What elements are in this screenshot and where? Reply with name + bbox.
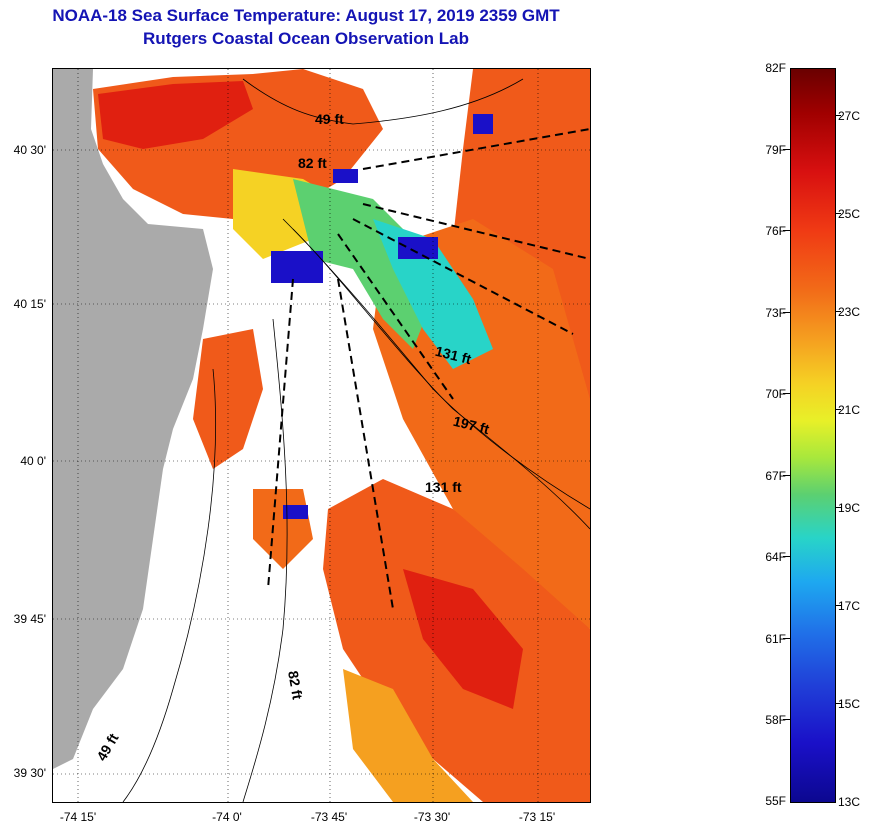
colorbar-f-label: 64F	[765, 550, 786, 564]
colorbar-f-label: 67F	[765, 469, 786, 483]
graticule	[53, 69, 590, 802]
colorbar-c-label: 19C	[838, 501, 861, 515]
depth-label: 82 ft	[298, 155, 327, 171]
colorbar-c-label: 21C	[838, 403, 861, 417]
depth-label: 131 ft	[425, 479, 462, 495]
land-mass	[53, 69, 213, 769]
lon-label: -73 15'	[518, 810, 556, 824]
map-title: NOAA-18 Sea Surface Temperature: August …	[52, 6, 560, 25]
cold-spot	[283, 505, 308, 519]
sst-north-red	[98, 81, 253, 149]
lat-label: 39 45'	[13, 612, 46, 626]
sst-south-hot	[403, 569, 523, 709]
colorbar-c-label: 17C	[838, 599, 861, 613]
sst-west-patch	[193, 329, 263, 469]
sst-map[interactable]: 49 ft 82 ft 131 ft 197 ft 131 ft 82 ft 4…	[52, 68, 591, 803]
colorbar-c-label: 23C	[838, 305, 861, 319]
colorbar-f-label: 55F	[765, 794, 786, 808]
colorbar-c-label: 27C	[838, 109, 861, 123]
depth-label: 49 ft	[315, 111, 344, 127]
map-canvas	[53, 69, 590, 802]
colorbar-f-label: 82F	[765, 61, 786, 75]
sst-southwest-patch	[253, 489, 313, 569]
glider-transects	[267, 128, 590, 610]
cold-spot	[271, 251, 323, 283]
sst-cool-band	[293, 179, 433, 349]
lon-label: -74 15'	[59, 810, 97, 824]
lon-label: -73 45'	[310, 810, 348, 824]
temperature-colorbar	[790, 68, 836, 803]
colorbar-c-label: 13C	[838, 795, 861, 809]
colorbar-f-label: 70F	[765, 387, 786, 401]
cold-spot	[333, 169, 358, 183]
bathymetry-contours	[122, 78, 590, 802]
cold-spot	[473, 114, 493, 134]
colorbar-f-label: 58F	[765, 713, 786, 727]
colorbar-f-label: 76F	[765, 224, 786, 238]
colorbar-c-label: 15C	[838, 697, 861, 711]
lat-label: 40 0'	[20, 454, 46, 468]
colorbar-f-label: 73F	[765, 306, 786, 320]
lon-label: -74 0'	[212, 810, 242, 824]
lat-label: 40 30'	[13, 143, 46, 157]
colorbar-f-label: 79F	[765, 143, 786, 157]
map-subtitle: Rutgers Coastal Ocean Observation Lab	[143, 29, 469, 48]
sst-south-yellow	[343, 669, 473, 802]
lon-label: -73 30'	[413, 810, 451, 824]
lat-label: 40 15'	[13, 297, 46, 311]
colorbar-c-label: 25C	[838, 207, 861, 221]
cold-spot	[398, 237, 438, 259]
colorbar-f-label: 61F	[765, 632, 786, 646]
lat-label: 39 30'	[13, 766, 46, 780]
